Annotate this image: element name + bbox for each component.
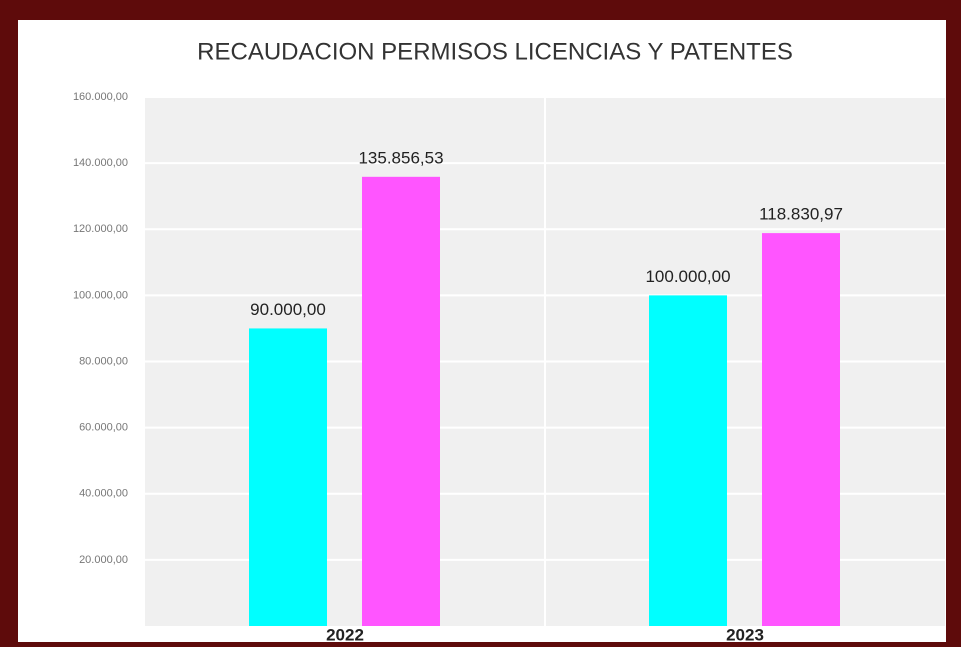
value-label: 135.856,53 [358,148,443,167]
y-tick-label: 40.000,00 [79,488,128,500]
value-label: 100.000,00 [645,267,730,286]
bar [762,233,840,626]
y-tick-label: 20.000,00 [79,554,128,566]
bar [362,176,440,626]
chart-title: RECAUDACION PERMISOS LICENCIAS Y PATENTE… [197,38,793,65]
bar [249,328,327,626]
x-tick-label: 2022 [326,625,364,644]
value-label: 118.830,97 [759,205,843,224]
x-tick-label: 2023 [726,625,764,644]
y-tick-label: 80.000,00 [79,355,128,367]
y-tick-label: 60.000,00 [79,422,128,434]
y-tick-label: 120.000,00 [73,223,128,235]
y-tick-label: 140.000,00 [73,157,128,169]
bar [649,295,727,626]
value-label: 90.000,00 [250,300,326,319]
y-tick-label: 160.000,00 [73,91,128,103]
y-tick-label: 100.000,00 [73,289,128,301]
